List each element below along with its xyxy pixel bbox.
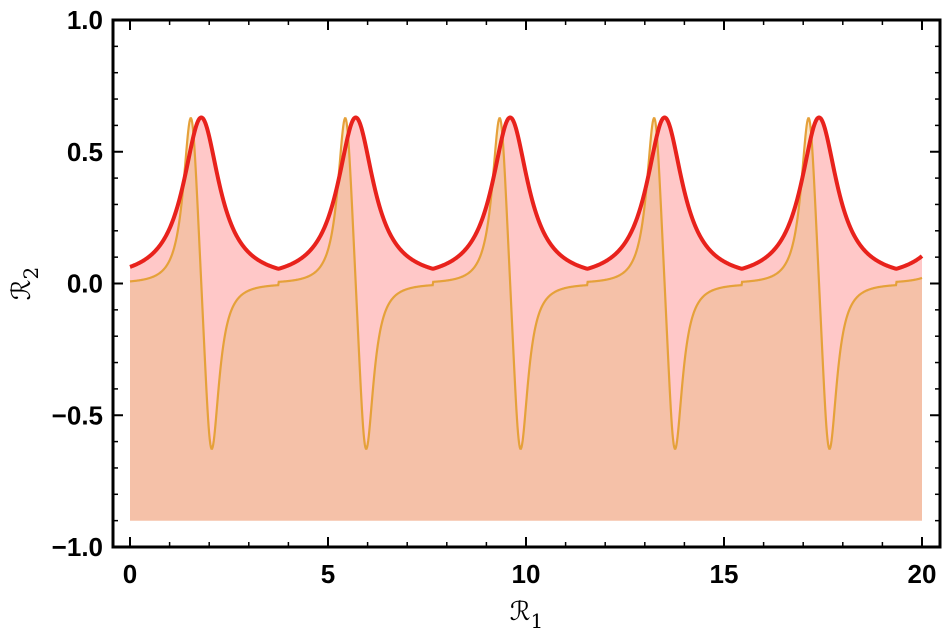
thick-series-line	[128, 115, 924, 271]
x-tick-label: 5	[321, 559, 335, 589]
series-lines	[128, 115, 924, 450]
x-tick-label: 15	[710, 559, 739, 589]
y-axis-label-main: ℛ	[7, 279, 37, 300]
y-tick-label: 0.5	[67, 137, 103, 167]
x-axis-label-main: ℛ	[510, 597, 531, 627]
x-tick-label: 20	[908, 559, 937, 589]
y-axis-label: ℛ2	[7, 267, 43, 300]
x-axis-label: ℛ1	[510, 597, 543, 633]
y-axis-label-sub: 2	[19, 267, 43, 280]
x-tick-label: 0	[123, 559, 137, 589]
overlap-fill	[130, 136, 922, 521]
thin-series-line	[129, 117, 923, 450]
y-tick-label: 1.0	[67, 5, 103, 35]
x-tick-label: 10	[512, 559, 541, 589]
y-tick-label: −0.5	[52, 400, 103, 430]
axis-ticks	[113, 19, 940, 548]
y-tick-label: 0.0	[67, 269, 103, 299]
x-axis-label-sub: 1	[531, 609, 544, 633]
tick-labels: 0 5 10 15 20 1.0 0.5 0.0 −0.5 −1.0	[52, 5, 937, 589]
y-tick-label: −1.0	[52, 532, 103, 562]
area-fills	[130, 117, 922, 521]
